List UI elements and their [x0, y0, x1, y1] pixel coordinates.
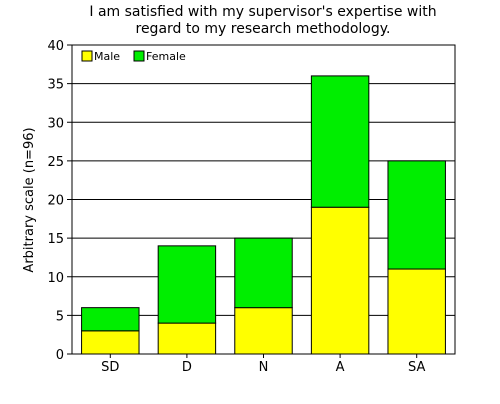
legend-label-male: Male — [94, 50, 120, 63]
chart-title: I am satisfied with my supervisor's expe… — [89, 4, 436, 37]
x-tick-label: SD — [101, 360, 119, 375]
x-tick-label: N — [259, 360, 269, 375]
bar-female-sa — [387, 160, 446, 270]
legend: Male Female — [81, 50, 186, 63]
bar-female-n — [234, 237, 293, 309]
bar-male-n — [234, 307, 293, 355]
x-tick-label: A — [336, 360, 345, 375]
y-tick-label: 10 — [47, 271, 64, 286]
bar-female-d — [157, 245, 217, 324]
y-tick-label: 5 — [56, 309, 64, 324]
bar-male-d — [157, 322, 217, 355]
bar-male-sd — [81, 330, 140, 355]
legend-label-female: Female — [146, 50, 186, 63]
bar-male-sa — [387, 268, 446, 355]
bar-male-a — [310, 206, 370, 355]
y-tick-label: 30 — [47, 116, 64, 131]
y-tick-label: 15 — [47, 232, 64, 247]
bars — [81, 75, 446, 355]
y-tick-label: 25 — [47, 155, 64, 170]
y-tick-label: 20 — [47, 194, 64, 209]
bar-female-a — [310, 75, 370, 208]
y-tick-label: 0 — [56, 348, 64, 363]
legend-swatch-male — [81, 50, 93, 62]
x-tick-label: D — [182, 360, 192, 375]
y-tick-label: 40 — [47, 39, 64, 54]
chart-title-line-2: regard to my research methodology. — [136, 21, 391, 37]
bar-female-sd — [81, 307, 140, 332]
axes: SD D N A SA 0 5 10 15 20 25 30 35 40 — [47, 39, 456, 375]
y-tick-label: 35 — [47, 78, 64, 93]
x-tick-label: SA — [408, 360, 425, 375]
chart-title-line-1: I am satisfied with my supervisor's expe… — [89, 4, 436, 20]
y-axis-label: Arbitrary scale (n=96) — [22, 127, 37, 272]
legend-swatch-female — [133, 50, 145, 62]
